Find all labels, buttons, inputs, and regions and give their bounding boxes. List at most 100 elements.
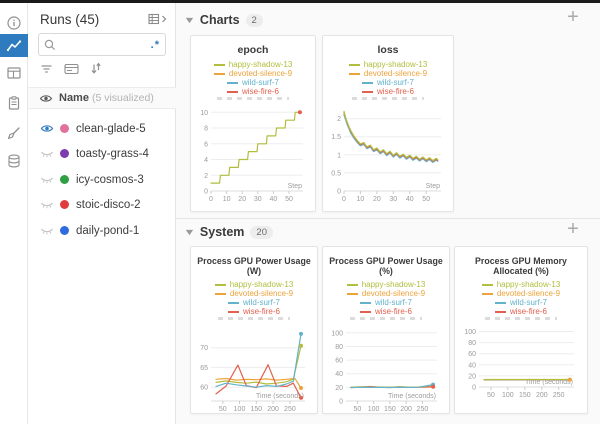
legend-entry[interactable]: wild-surf-7 [495, 298, 547, 307]
sort-icon[interactable] [90, 62, 102, 75]
series-line-happy-shadow-13[interactable] [215, 345, 302, 385]
database-icon [8, 154, 20, 168]
legend-entry[interactable]: devoted-silence-9 [346, 289, 425, 298]
run-row[interactable]: icy-cosmos-3 [28, 167, 176, 192]
legend-label: devoted-silence-9 [363, 69, 428, 78]
legend-entry[interactable]: wise-fire-6 [360, 307, 412, 316]
series-line-happy-shadow-13[interactable] [343, 110, 439, 162]
y-tick-label: 1 [337, 152, 341, 159]
legend-entry[interactable]: wise-fire-6 [362, 87, 414, 96]
visibility-header-eye-icon[interactable] [39, 93, 53, 104]
y-tick-label: 0 [339, 399, 343, 406]
legend-label: wise-fire-6 [375, 307, 412, 316]
chevron-down-icon[interactable]: ▼ [183, 15, 196, 25]
nav-workspace-button[interactable] [0, 34, 28, 57]
system-section-header: ▼ System 20 [183, 225, 273, 239]
y-tick-label: 8 [204, 126, 208, 133]
legend-entry[interactable]: devoted-silence-9 [214, 289, 294, 298]
chart-card-gpu-power-pct: Process GPU Power Usage (%) happy-shadow… [322, 246, 450, 414]
y-tick-label: 0 [337, 189, 341, 196]
run-row[interactable]: clean-glade-5 [28, 116, 176, 141]
run-row[interactable]: toasty-grass-4 [28, 141, 176, 166]
legend-entry[interactable]: wild-surf-7 [360, 298, 412, 307]
regex-toggle-button[interactable]: .* [150, 38, 160, 51]
legend-label: devoted-silence-9 [229, 289, 294, 298]
legend-entry[interactable]: devoted-silence-9 [213, 69, 293, 78]
run-row[interactable]: stoic-disco-2 [28, 192, 176, 217]
run-name: icy-cosmos-3 [76, 173, 144, 186]
legend-entry[interactable]: happy-shadow-13 [348, 60, 427, 69]
nav-artifacts-button[interactable] [0, 149, 28, 173]
legend-entry[interactable]: happy-shadow-13 [481, 280, 560, 289]
visibility-toggle[interactable] [39, 225, 54, 236]
panels-icon [7, 67, 21, 79]
x-tick-label: 250 [284, 406, 296, 413]
workspace: ▼ Charts 2 + epoch happy-shadow-13 devote… [176, 3, 600, 424]
legend-swatch [495, 310, 507, 313]
chart-legend: happy-shadow-13 devoted-silence-9 wild-sur… [481, 280, 561, 320]
visibility-toggle[interactable] [39, 148, 54, 159]
chevron-right-icon [162, 15, 167, 23]
columns-icon[interactable] [64, 63, 79, 75]
runs-table-toggle-button[interactable] [148, 13, 167, 25]
legend-entry[interactable]: happy-shadow-13 [346, 280, 425, 289]
legend-label: wise-fire-6 [377, 87, 414, 96]
series-line-wild-surf-7[interactable] [215, 333, 302, 388]
add-panel-button-charts[interactable]: + [567, 6, 579, 28]
legend-label: devoted-silence-9 [496, 289, 561, 298]
legend-entry[interactable]: wise-fire-6 [495, 307, 547, 316]
search-icon [44, 39, 56, 50]
y-tick-label: 80 [335, 344, 343, 351]
charts-section-label[interactable]: Charts [199, 13, 240, 27]
x-tick-label: 40 [406, 196, 414, 203]
chart-plot[interactable]: 0 2 4 6 8 10 0 10 20 30 40 50 Step [197, 102, 309, 204]
legend-entry[interactable]: devoted-silence-9 [481, 289, 561, 298]
series-line-devoted-silence-9[interactable] [215, 377, 302, 389]
series-line-wild-surf-7[interactable] [343, 114, 439, 164]
nav-panels-button[interactable] [0, 61, 28, 85]
filter-icon[interactable] [40, 63, 53, 75]
end-marker [567, 377, 572, 382]
nav-info-button[interactable] [0, 11, 28, 35]
x-tick-label: 250 [553, 392, 565, 399]
chart-title: Process GPU Power Usage (W) [197, 256, 311, 276]
series-line-wise-fire-6[interactable] [215, 364, 302, 399]
x-tick-label: 10 [223, 196, 231, 203]
visibility-toggle[interactable] [39, 199, 54, 210]
legend-entry[interactable]: wild-surf-7 [227, 78, 279, 87]
legend-entry[interactable]: happy-shadow-13 [214, 280, 293, 289]
chart-plot[interactable]: 0 20 40 60 80 100 50 100 150 200 250 Time (seconds) [329, 322, 443, 413]
chart-plot[interactable]: 60 65 70 50 100 150 200 250 Time (seconds) [197, 322, 311, 413]
nav-sweeps-button[interactable] [0, 121, 28, 145]
chart-plot[interactable]: 0 20 40 60 80 100 50 100 150 200 250 Time (seconds) [462, 322, 580, 400]
legend-entry[interactable]: wise-fire-6 [228, 307, 280, 316]
legend-label: devoted-silence-9 [228, 69, 293, 78]
series-line-happy-shadow-13[interactable] [210, 111, 301, 184]
line-chart-icon [6, 39, 22, 51]
series-line-wild-surf-7[interactable] [350, 383, 434, 389]
legend-label: wise-fire-6 [242, 87, 279, 96]
legend-label: wise-fire-6 [510, 307, 547, 316]
legend-entry[interactable]: wild-surf-7 [362, 78, 414, 87]
x-tick-label: 200 [400, 406, 412, 413]
run-search-input[interactable] [56, 38, 151, 51]
y-tick-label: 40 [335, 371, 343, 378]
x-tick-label: 100 [234, 406, 246, 413]
legend-entry[interactable]: wise-fire-6 [227, 87, 279, 96]
x-tick-label: 20 [373, 196, 381, 203]
visibility-toggle[interactable] [39, 123, 54, 134]
y-tick-label: 2 [204, 173, 208, 180]
x-tick-label: 150 [519, 392, 531, 399]
system-section-label[interactable]: System [199, 225, 245, 239]
legend-entry[interactable]: happy-shadow-13 [213, 60, 292, 69]
legend-entry[interactable]: devoted-silence-9 [348, 69, 428, 78]
legend-entry[interactable]: wild-surf-7 [228, 298, 280, 307]
system-count-badge: 20 [250, 225, 273, 239]
y-tick-label: 10 [200, 110, 208, 117]
nav-reports-button[interactable] [0, 91, 28, 115]
run-row[interactable]: daily-pond-1 [28, 218, 176, 243]
visibility-toggle[interactable] [39, 174, 54, 185]
add-panel-button-system[interactable]: + [567, 218, 579, 240]
chevron-down-icon[interactable]: ▼ [183, 227, 196, 237]
